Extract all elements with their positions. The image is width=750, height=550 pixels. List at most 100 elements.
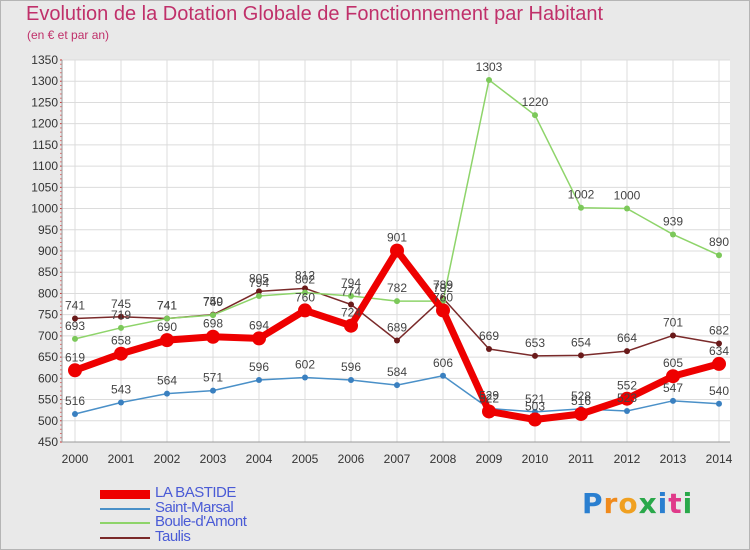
data-point xyxy=(486,346,492,353)
data-point xyxy=(716,340,722,347)
data-label: 789 xyxy=(433,278,453,292)
logo-letter: i xyxy=(682,487,694,520)
data-label: 653 xyxy=(525,336,545,350)
data-point xyxy=(666,369,680,384)
data-label: 760 xyxy=(295,290,315,304)
data-label: 523 xyxy=(617,391,637,405)
data-point xyxy=(532,352,538,359)
data-point xyxy=(532,112,538,119)
legend-label: LA BASTIDE xyxy=(155,484,236,501)
y-tick-label: 1350 xyxy=(31,53,58,67)
data-point xyxy=(620,391,634,406)
data-label: 516 xyxy=(65,394,85,408)
data-point xyxy=(436,303,450,318)
logo-letter: i xyxy=(657,487,669,520)
data-label: 669 xyxy=(479,329,499,343)
x-tick-label: 2014 xyxy=(706,452,733,466)
y-tick-label: 650 xyxy=(38,350,58,364)
x-tick-label: 2010 xyxy=(522,452,549,466)
data-label: 760 xyxy=(433,290,453,304)
y-tick-label: 700 xyxy=(38,329,58,343)
data-label: 719 xyxy=(111,308,131,322)
data-point xyxy=(72,410,78,417)
data-point xyxy=(160,333,174,348)
data-point xyxy=(72,335,78,342)
legend-swatch xyxy=(100,536,150,539)
data-label: 741 xyxy=(65,298,85,312)
logo-letter: o xyxy=(618,487,639,520)
data-label: 522 xyxy=(479,391,499,405)
data-point xyxy=(670,332,676,339)
data-point xyxy=(528,412,542,427)
data-label: 654 xyxy=(571,335,591,349)
data-label: 528 xyxy=(571,389,591,403)
data-point xyxy=(206,329,220,344)
x-tick-label: 2007 xyxy=(384,452,411,466)
data-label: 682 xyxy=(709,324,729,338)
data-label: 543 xyxy=(111,383,131,397)
y-tick-label: 500 xyxy=(38,414,58,428)
data-label: 794 xyxy=(249,276,269,290)
x-tick-label: 2006 xyxy=(338,452,365,466)
data-label: 664 xyxy=(617,331,637,345)
data-label: 521 xyxy=(525,392,545,406)
data-label: 606 xyxy=(433,356,453,370)
data-label: 596 xyxy=(249,360,269,374)
data-point xyxy=(574,406,588,421)
data-point xyxy=(164,390,170,397)
x-tick-label: 2002 xyxy=(154,452,181,466)
data-label: 805 xyxy=(249,271,269,285)
data-label: 584 xyxy=(387,365,407,379)
chart-subtitle: (en € et par an) xyxy=(27,28,110,42)
data-point xyxy=(624,348,630,355)
y-tick-label: 450 xyxy=(38,435,58,449)
data-label: 724 xyxy=(341,306,361,320)
logo-letter: P xyxy=(582,487,604,520)
data-label: 1000 xyxy=(614,189,641,203)
x-tick-label: 2011 xyxy=(568,452,594,466)
data-label: 596 xyxy=(341,360,361,374)
y-tick-label: 1300 xyxy=(31,74,58,88)
data-point xyxy=(344,318,358,333)
y-tick-label: 1250 xyxy=(31,95,58,109)
data-label: 516 xyxy=(571,394,591,408)
data-point xyxy=(68,363,82,378)
logo-letter: x xyxy=(638,487,658,520)
y-tick-label: 1200 xyxy=(31,117,58,131)
data-point xyxy=(348,301,354,308)
logo-letter: r xyxy=(603,487,619,520)
data-label: 605 xyxy=(663,356,683,370)
data-label: 552 xyxy=(617,379,637,393)
data-label: 745 xyxy=(111,297,131,311)
x-tick-label: 2001 xyxy=(108,452,135,466)
data-point xyxy=(670,397,676,404)
data-label: 812 xyxy=(295,268,315,282)
data-point xyxy=(114,346,128,361)
data-point xyxy=(348,377,354,384)
y-tick-label: 600 xyxy=(38,371,58,385)
data-label: 503 xyxy=(525,400,545,414)
data-label: 1303 xyxy=(476,60,503,74)
data-label: 634 xyxy=(709,344,729,358)
data-point xyxy=(256,288,262,295)
logo-letter: t xyxy=(668,487,683,520)
data-point xyxy=(118,313,124,320)
data-point xyxy=(716,400,722,407)
data-point xyxy=(210,387,216,394)
data-label: 741 xyxy=(157,298,177,312)
data-point xyxy=(578,352,584,359)
data-label: 749 xyxy=(203,295,223,309)
proxiti-logo: Proxiti xyxy=(582,487,693,520)
legend-swatch xyxy=(100,522,150,524)
data-label: 794 xyxy=(341,276,361,290)
data-label: 782 xyxy=(433,281,453,295)
data-point xyxy=(118,324,124,331)
data-point xyxy=(482,404,496,419)
data-point xyxy=(394,382,400,389)
y-tick-label: 1050 xyxy=(31,180,58,194)
data-label: 939 xyxy=(663,214,683,228)
x-tick-label: 2012 xyxy=(614,452,641,466)
data-label: 693 xyxy=(65,319,85,333)
y-tick-label: 950 xyxy=(38,223,58,237)
